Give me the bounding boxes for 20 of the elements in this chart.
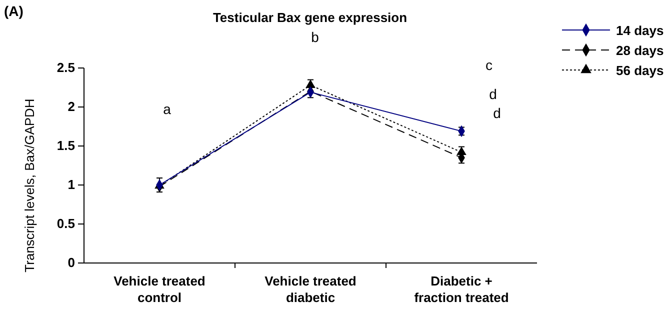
- y-tick-label: 1: [68, 177, 75, 192]
- x-tick-label: Vehicle treated diabetic: [264, 274, 356, 305]
- y-tick-label: 0.5: [56, 216, 75, 232]
- annotation: d: [493, 105, 501, 121]
- y-tick-label: 1.5: [56, 138, 75, 154]
- y-tick-label: 0: [68, 255, 75, 270]
- annotation: a: [163, 101, 172, 117]
- chart-title: Testicular Bax gene expression: [212, 10, 408, 25]
- y-axis-title: Transcript levels, Bax/GAPDH: [22, 98, 37, 272]
- text: (A): [4, 3, 24, 19]
- legend-label: 14 days: [616, 23, 664, 38]
- y-tick-label: 2.5: [56, 60, 75, 76]
- x-tick-label: Diabetic + fraction treated: [414, 274, 509, 305]
- legend-label: 28 days: [616, 43, 664, 58]
- y-tick-label: 2: [68, 99, 75, 114]
- text: b: [311, 29, 320, 45]
- x-tick-label: Vehicle treated control: [114, 274, 206, 305]
- legend-label: 56 days: [616, 63, 664, 78]
- annotation: c: [486, 57, 492, 73]
- annotation: d: [489, 86, 497, 102]
